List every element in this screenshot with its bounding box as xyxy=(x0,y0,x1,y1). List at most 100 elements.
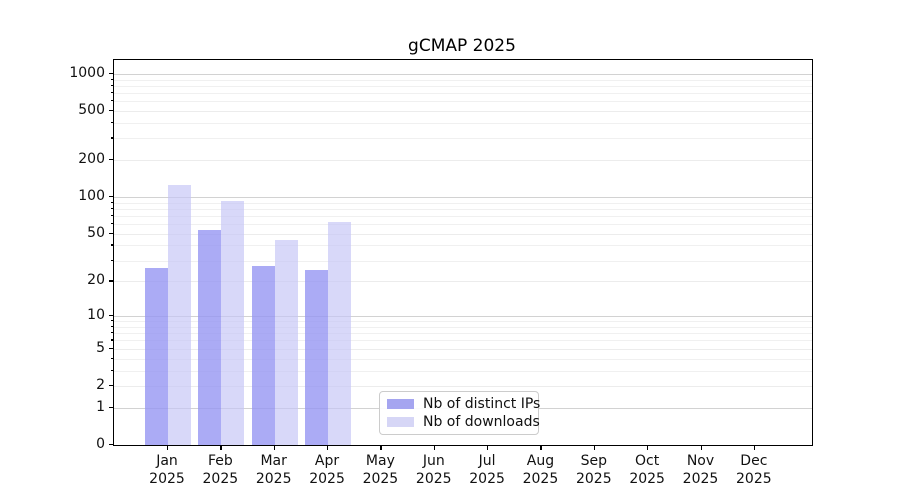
y-tick-mark-minor-900 xyxy=(110,78,113,80)
gridline-50 xyxy=(114,233,812,235)
x-tick-label-mar: Mar 2025 xyxy=(255,453,292,487)
y-tick-mark-1000 xyxy=(108,72,113,75)
plot-area xyxy=(113,59,813,446)
x-tick-label-oct: Oct 2025 xyxy=(629,453,665,487)
gridline-1000 xyxy=(114,73,812,75)
bar-downloads-apr xyxy=(328,222,352,445)
gridline-minor-4 xyxy=(114,358,812,360)
y-tick-label-1: 1 xyxy=(96,398,105,415)
gridline-minor-90 xyxy=(114,202,812,204)
x-tick-label-jul: Jul 2025 xyxy=(469,453,505,487)
y-tick-label-50: 50 xyxy=(87,224,105,241)
chart-title: gCMAP 2025 xyxy=(408,36,516,56)
gridline-500 xyxy=(114,111,812,113)
y-tick-mark-500 xyxy=(108,110,113,112)
y-tick-mark-100 xyxy=(108,196,113,198)
y-tick-mark-minor-300 xyxy=(110,137,113,139)
y-tick-mark-minor-9 xyxy=(110,320,113,322)
y-tick-mark-minor-30 xyxy=(110,259,113,261)
gridline-minor-7 xyxy=(114,333,812,335)
gridline-minor-900 xyxy=(114,79,812,81)
y-tick-mark-minor-7 xyxy=(110,332,113,334)
gridline-minor-40 xyxy=(114,245,812,247)
y-tick-mark-2 xyxy=(108,384,113,387)
x-tick-label-aug: Aug 2025 xyxy=(522,453,559,487)
y-tick-label-0: 0 xyxy=(96,436,105,452)
x-tick-mark-jul xyxy=(487,445,489,450)
x-tick-mark-nov xyxy=(700,445,702,450)
y-tick-mark-minor-3 xyxy=(110,369,113,371)
x-tick-mark-aug xyxy=(540,445,542,450)
gridline-10 xyxy=(114,316,812,318)
y-tick-mark-minor-70 xyxy=(110,214,113,217)
legend-swatch-downloads xyxy=(387,417,414,427)
legend-item-distinct-ips: Nb of distinct IPs xyxy=(387,395,540,413)
bar-downloads-feb xyxy=(221,201,245,445)
gridline-minor-9 xyxy=(114,321,812,323)
y-tick-mark-0 xyxy=(108,444,113,446)
y-tick-mark-minor-80 xyxy=(110,207,113,210)
legend-label: Nb of downloads xyxy=(423,414,540,430)
y-tick-mark-10 xyxy=(108,315,113,317)
gridline-200 xyxy=(114,160,812,162)
y-tick-mark-minor-6 xyxy=(110,339,113,341)
bar-ips-mar xyxy=(251,265,275,445)
x-tick-mark-jun xyxy=(433,445,435,450)
y-tick-mark-minor-800 xyxy=(110,84,113,86)
x-tick-label-apr: Apr 2025 xyxy=(309,453,345,487)
bar-downloads-mar xyxy=(274,240,298,445)
x-tick-mark-may xyxy=(380,445,382,450)
y-tick-mark-minor-600 xyxy=(110,100,113,102)
bar-ips-jan xyxy=(145,267,168,445)
y-tick-label-5: 5 xyxy=(96,339,105,356)
legend: Nb of distinct IPs Nb of downloads xyxy=(379,391,540,435)
y-tick-mark-5 xyxy=(108,347,113,349)
x-tick-label-nov: Nov 2025 xyxy=(682,453,719,487)
x-tick-mark-jan xyxy=(167,445,169,450)
x-tick-label-jan: Jan 2025 xyxy=(149,453,185,487)
y-tick-mark-minor-90 xyxy=(110,201,113,203)
gridline-2 xyxy=(114,385,812,387)
y-tick-mark-50 xyxy=(108,232,113,234)
x-tick-label-dec: Dec 2025 xyxy=(736,453,772,487)
x-tick-mark-dec xyxy=(753,445,756,450)
y-tick-mark-minor-60 xyxy=(110,223,113,225)
y-tick-label-2: 2 xyxy=(96,376,105,393)
x-tick-label-jun: Jun 2025 xyxy=(415,453,452,487)
legend-label: Nb of distinct IPs xyxy=(423,396,541,412)
gridline-minor-300 xyxy=(114,138,812,140)
gridline-minor-800 xyxy=(114,85,812,87)
bars-layer xyxy=(114,60,812,445)
y-tick-mark-minor-8 xyxy=(110,325,113,328)
y-tick-mark-20 xyxy=(108,280,113,282)
y-tick-label-100: 100 xyxy=(78,188,105,205)
gridline-minor-3 xyxy=(114,370,812,372)
x-tick-mark-feb xyxy=(220,445,222,450)
x-tick-mark-apr xyxy=(327,445,329,450)
gridline-5 xyxy=(114,348,812,350)
gridline-minor-70 xyxy=(114,215,812,217)
y-tick-label-10: 10 xyxy=(87,307,105,324)
gridline-100 xyxy=(114,197,812,199)
y-tick-mark-minor-4 xyxy=(110,357,113,359)
y-tick-label-500: 500 xyxy=(78,102,105,119)
bar-ips-feb xyxy=(198,229,222,445)
y-tick-label-200: 200 xyxy=(78,151,105,168)
bar-ips-apr xyxy=(305,269,329,445)
bar-downloads-jan xyxy=(168,185,191,445)
gridline-minor-8 xyxy=(114,326,812,328)
gridline-minor-60 xyxy=(114,224,812,226)
x-tick-mark-oct xyxy=(647,445,649,450)
x-tick-label-may: May 2025 xyxy=(362,453,399,487)
legend-item-downloads: Nb of downloads xyxy=(387,413,540,431)
gridline-minor-400 xyxy=(114,122,812,124)
y-tick-mark-minor-700 xyxy=(110,91,113,94)
gridline-minor-6 xyxy=(114,340,812,342)
y-tick-mark-200 xyxy=(108,159,113,161)
y-tick-label-1000: 1000 xyxy=(69,64,105,81)
gridline-20 xyxy=(114,281,812,283)
gridline-minor-600 xyxy=(114,101,812,103)
x-tick-label-sep: Sep 2025 xyxy=(575,453,612,487)
x-tick-mark-mar xyxy=(273,445,275,450)
x-tick-label-feb: Feb 2025 xyxy=(202,453,239,487)
